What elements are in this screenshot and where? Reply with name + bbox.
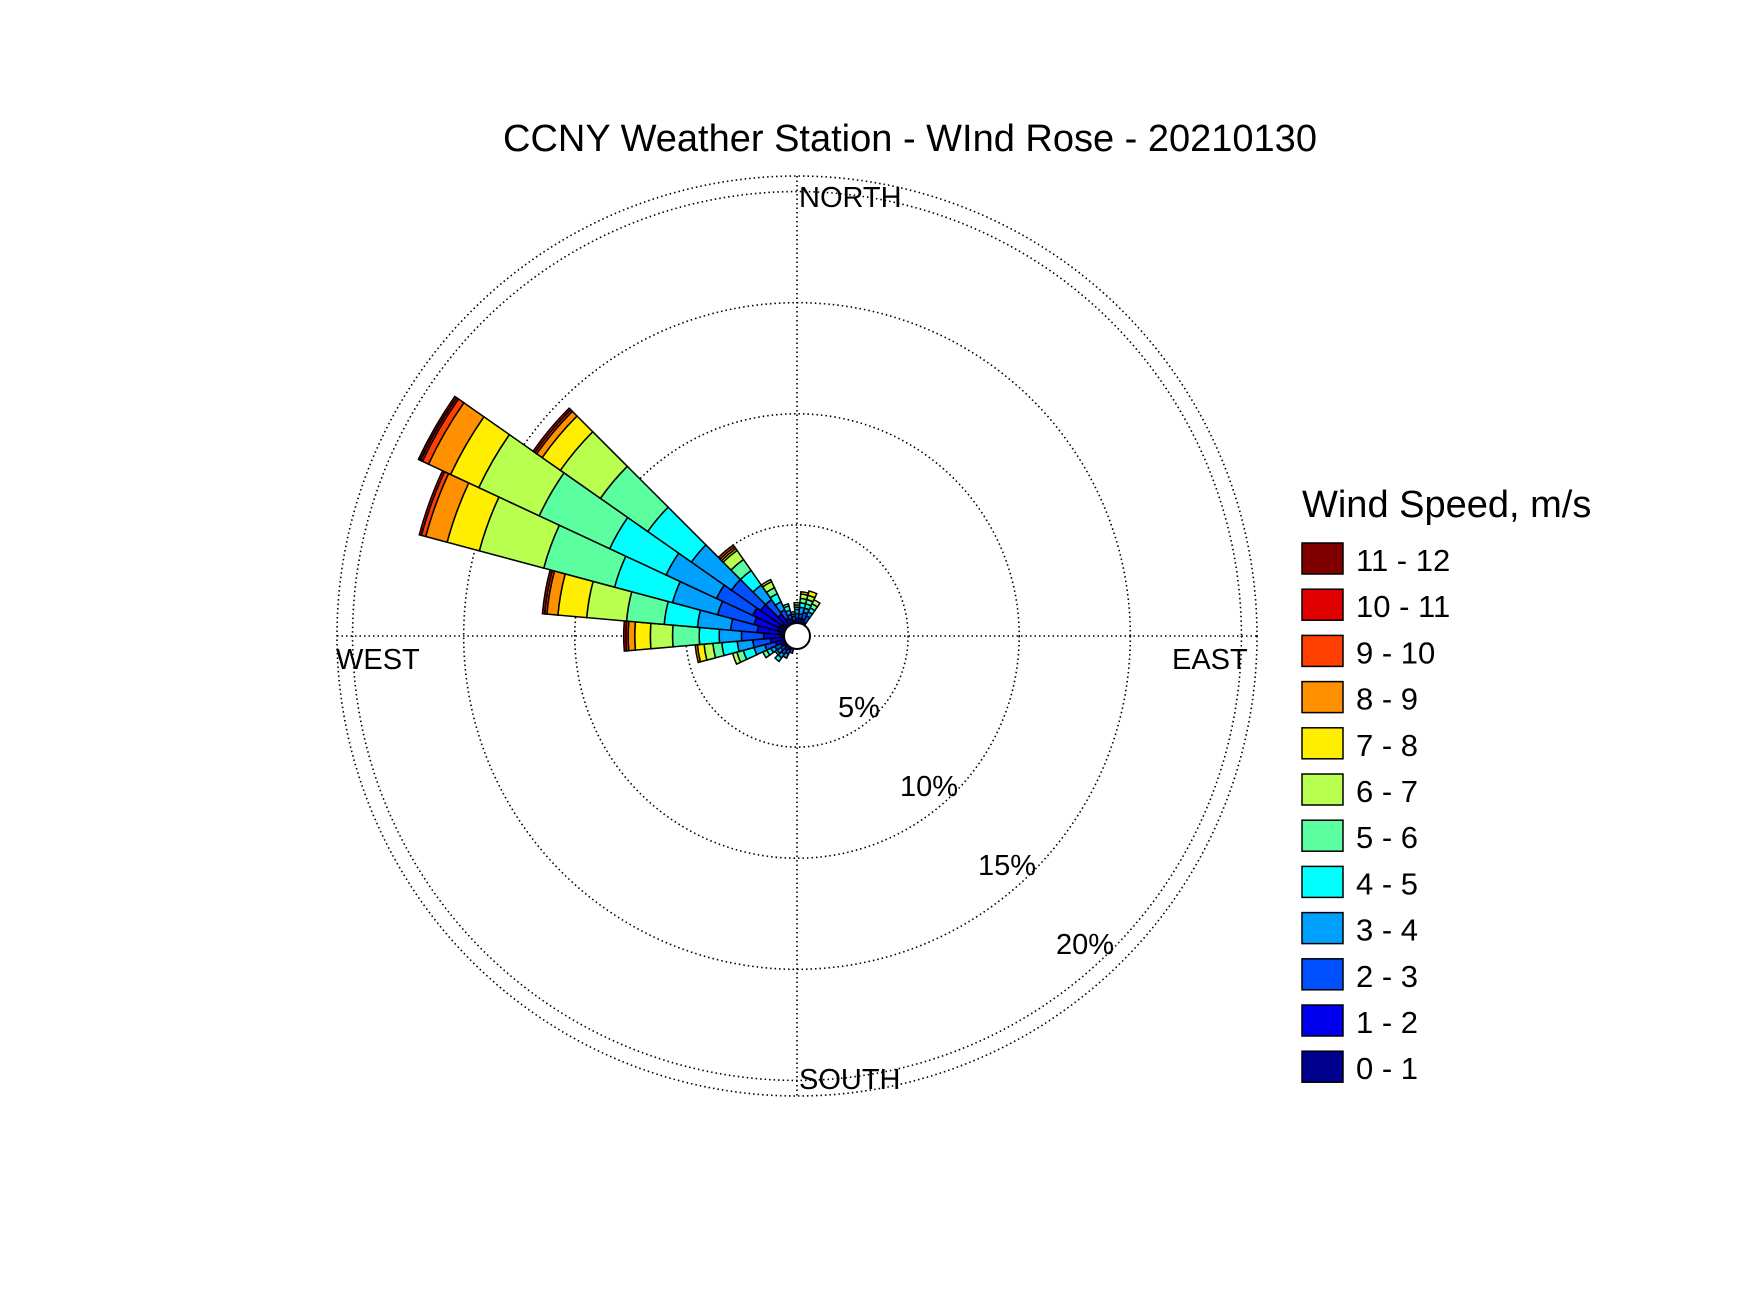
legend-label: 2 - 3: [1356, 959, 1418, 994]
legend-label: 6 - 7: [1356, 774, 1418, 809]
ring-label-10: 10%: [900, 771, 958, 803]
legend-swatch: [1301, 1050, 1344, 1083]
legend-swatch: [1301, 634, 1344, 668]
wind-sectors: [417, 395, 821, 666]
sector-270-bin-8: [627, 620, 637, 652]
legend-swatch: [1301, 911, 1344, 945]
sector-220-bin-4: [773, 653, 783, 663]
legend-items: 11 - 12 10 - 11 9 - 10 8 - 9 7 - 8 6 - 7 5 - 6…: [1301, 542, 1450, 1086]
grid-ring-20: [351, 190, 1243, 1082]
direction-label-east: EAST: [1172, 644, 1248, 676]
legend-label: 7 - 8: [1356, 728, 1418, 763]
legend-swatch: [1301, 1004, 1344, 1037]
ring-label-20: 20%: [1056, 929, 1114, 961]
sector-270-bin-5: [671, 624, 701, 648]
sector-270-bin-7: [634, 621, 652, 651]
direction-label-west: WEST: [336, 644, 420, 676]
grid-ring-5: [685, 524, 909, 748]
sector-270-bin-6: [649, 622, 674, 650]
sector-340-bin-5: [781, 602, 790, 609]
legend-swatch: [1301, 542, 1344, 575]
legend-label: 5 - 6: [1356, 820, 1418, 855]
sector-320-bin-9: [717, 543, 736, 561]
legend-swatch: [1301, 773, 1344, 806]
legend-label: 0 - 1: [1356, 1051, 1418, 1086]
legend-label: 10 - 11: [1356, 589, 1450, 624]
legend-label: 4 - 5: [1356, 866, 1418, 901]
legend-label: 1 - 2: [1356, 1005, 1418, 1040]
ring-label-5: 5%: [838, 692, 880, 724]
legend-label: 8 - 9: [1356, 682, 1418, 717]
legend-label: 3 - 4: [1356, 913, 1418, 948]
sector-270-bin-10: [622, 620, 628, 652]
sector-270-bin-4: [698, 626, 721, 646]
direction-label-north: NORTH: [799, 182, 902, 214]
sector-310-bin-10: [532, 407, 572, 454]
legend-title: Wind Speed, m/s: [1302, 484, 1591, 526]
legend-label: 9 - 10: [1356, 635, 1435, 670]
legend-swatch: [1301, 958, 1344, 991]
grid-ring-10: [573, 412, 1021, 860]
chart-title: CCNY Weather Station - WInd Rose - 20210…: [503, 118, 1317, 160]
legend-swatch: [1301, 680, 1344, 714]
legend-label: 11 - 12: [1356, 543, 1450, 578]
sector-20-bin-7: [807, 590, 818, 599]
legend-swatch: [1301, 588, 1344, 621]
legend-swatch: [1301, 727, 1344, 760]
direction-label-south: SOUTH: [799, 1064, 901, 1096]
sector-300-bin-11: [417, 395, 458, 462]
legend-swatch: [1301, 865, 1344, 899]
legend-swatch: [1301, 819, 1344, 852]
ring-label-15: 15%: [978, 850, 1036, 882]
center-calm-circle: [783, 622, 811, 650]
legend: Wind Speed, m/s 11 - 12 10 - 11 9 - 10 8 - …: [1301, 484, 1591, 1086]
sector-30-bin-6: [811, 598, 821, 608]
sector-350-bin-4: [789, 610, 796, 616]
sector-330-bin-7: [760, 578, 773, 588]
